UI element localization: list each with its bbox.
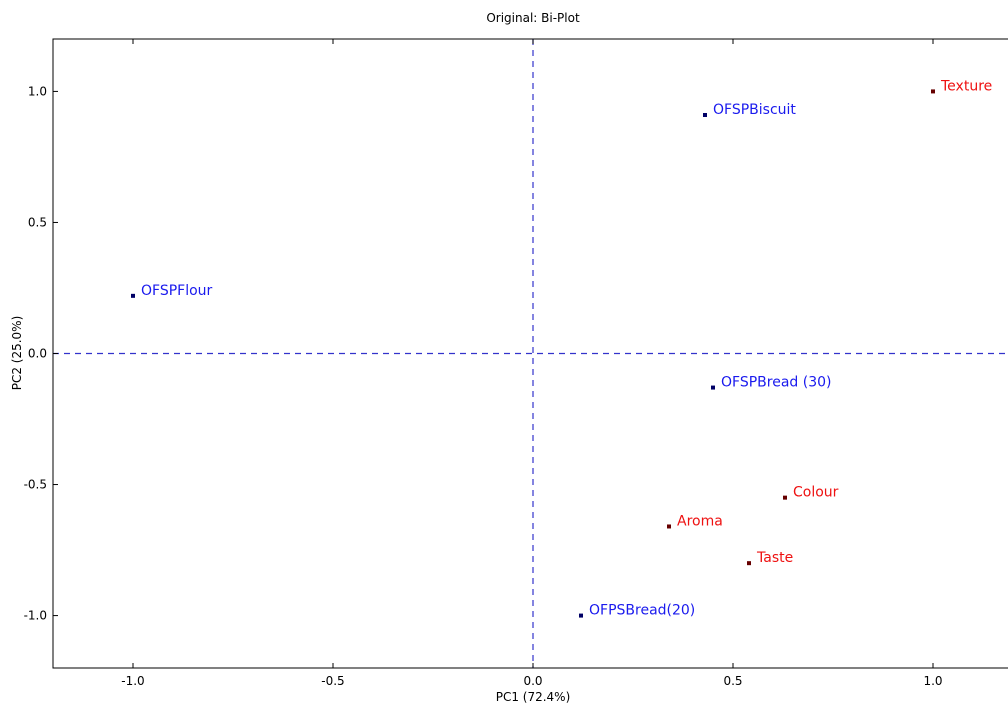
data-point-marker <box>931 89 935 94</box>
y-tick-label: -0.5 <box>24 478 47 492</box>
data-point-marker <box>711 385 715 390</box>
data-point-marker <box>783 495 787 500</box>
data-point-label: OFSPFlour <box>141 283 213 299</box>
chart-title: Original: Bi-Plot <box>486 11 580 25</box>
data-point-label: Taste <box>756 550 793 566</box>
axis-ticks: -1.0 -0.5 0.0 0.5 1.0 -1.0 -0.5 0.0 0.5 1.0 <box>24 39 943 688</box>
data-point-marker <box>667 524 671 529</box>
data-point-label: Texture <box>940 78 992 94</box>
data-point-label: Colour <box>793 485 839 501</box>
data-points: OFSPBiscuit OFSPFlour OFSPBread (30) OFPSBr… <box>131 78 992 619</box>
data-point-label: OFSPBread (30) <box>721 375 831 391</box>
y-tick-label: 1.0 <box>28 84 47 98</box>
x-tick-label: 1.0 <box>923 674 942 688</box>
data-point-marker <box>131 293 135 298</box>
x-tick-label: -1.0 <box>121 674 144 688</box>
data-point-marker <box>747 561 751 566</box>
y-axis-label: PC2 (25.0%) <box>10 316 24 391</box>
data-point-label: OFSPBiscuit <box>713 102 796 118</box>
x-tick-label: -0.5 <box>321 674 344 688</box>
data-point-label: OFPSBread(20) <box>589 603 695 619</box>
x-tick-label: 0.0 <box>523 674 542 688</box>
y-tick-label: 0.0 <box>28 347 47 361</box>
x-tick-label: 0.5 <box>723 674 742 688</box>
reference-lines <box>53 39 1008 668</box>
y-tick-label: 0.5 <box>28 215 47 229</box>
data-point-label: Aroma <box>677 513 723 529</box>
x-axis-label: PC1 (72.4%) <box>496 690 571 704</box>
y-tick-label: -1.0 <box>24 609 47 623</box>
data-point-marker <box>579 613 583 618</box>
data-point-marker <box>703 113 707 118</box>
